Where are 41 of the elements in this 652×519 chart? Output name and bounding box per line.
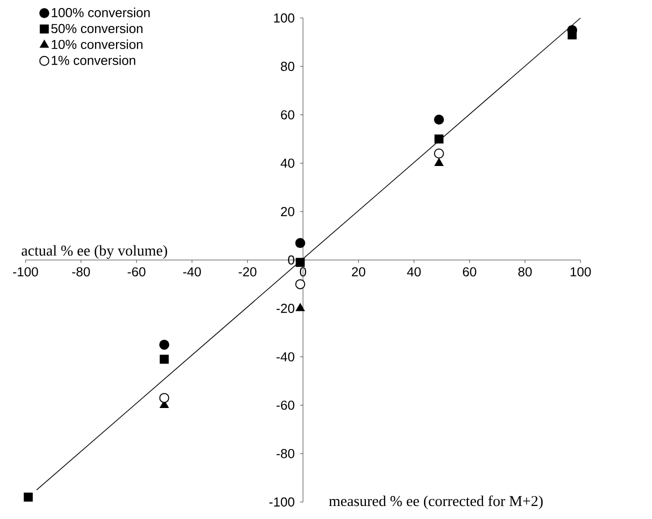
- point: [295, 238, 306, 248]
- point: [568, 30, 577, 40]
- y-tick-label: 40: [280, 158, 294, 168]
- point: [295, 279, 306, 290]
- y-tick-label: 60: [281, 110, 294, 120]
- legend-label: 10% conversion: [52, 40, 142, 50]
- x-tick-label: 100: [570, 267, 591, 276]
- point: [434, 134, 444, 144]
- y-tick-label: -20: [276, 304, 294, 313]
- point: [434, 158, 444, 166]
- point: [296, 303, 305, 312]
- point: [160, 354, 169, 364]
- legend-label: 100% conversion: [52, 8, 150, 18]
- x-tick-label: 60: [462, 267, 476, 276]
- legend-label: 1% conversion: [52, 55, 136, 65]
- x-tick-label: -40: [183, 267, 201, 276]
- y-tick-label: 0: [288, 255, 294, 265]
- y-axis-title: actual % ee (by volume): [22, 245, 168, 259]
- point: [159, 392, 170, 403]
- x-tick-label: -100: [13, 267, 38, 276]
- x-tick-label: 40: [407, 267, 421, 276]
- y-tick-label: 100: [274, 13, 294, 23]
- x-tick-label: -60: [128, 267, 146, 276]
- x-tick-label: -20: [238, 267, 256, 276]
- x-tick-label: 20: [352, 267, 366, 276]
- y-tick-label: 20: [281, 206, 294, 216]
- y-tick-label: -80: [276, 448, 294, 458]
- point: [434, 114, 444, 125]
- y-tick-label: 80: [280, 62, 294, 71]
- x-tick-label: 80: [518, 267, 532, 276]
- y-tick-label: -40: [276, 352, 294, 362]
- x-tick-label: -80: [72, 267, 90, 276]
- x-axis-title: measured % ee (corrected for M+2): [329, 495, 543, 510]
- point: [159, 340, 170, 350]
- legend-label: 50% conversion: [51, 24, 142, 34]
- y-tick-label: -60: [276, 400, 294, 410]
- point: [24, 492, 33, 502]
- point: [296, 258, 305, 267]
- x-tick-label: 0: [300, 267, 306, 276]
- point: [434, 148, 444, 159]
- y-tick-label: -100: [269, 497, 294, 507]
